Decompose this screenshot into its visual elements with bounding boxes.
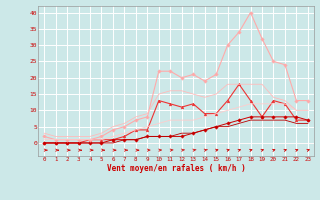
X-axis label: Vent moyen/en rafales ( km/h ): Vent moyen/en rafales ( km/h ): [107, 164, 245, 173]
